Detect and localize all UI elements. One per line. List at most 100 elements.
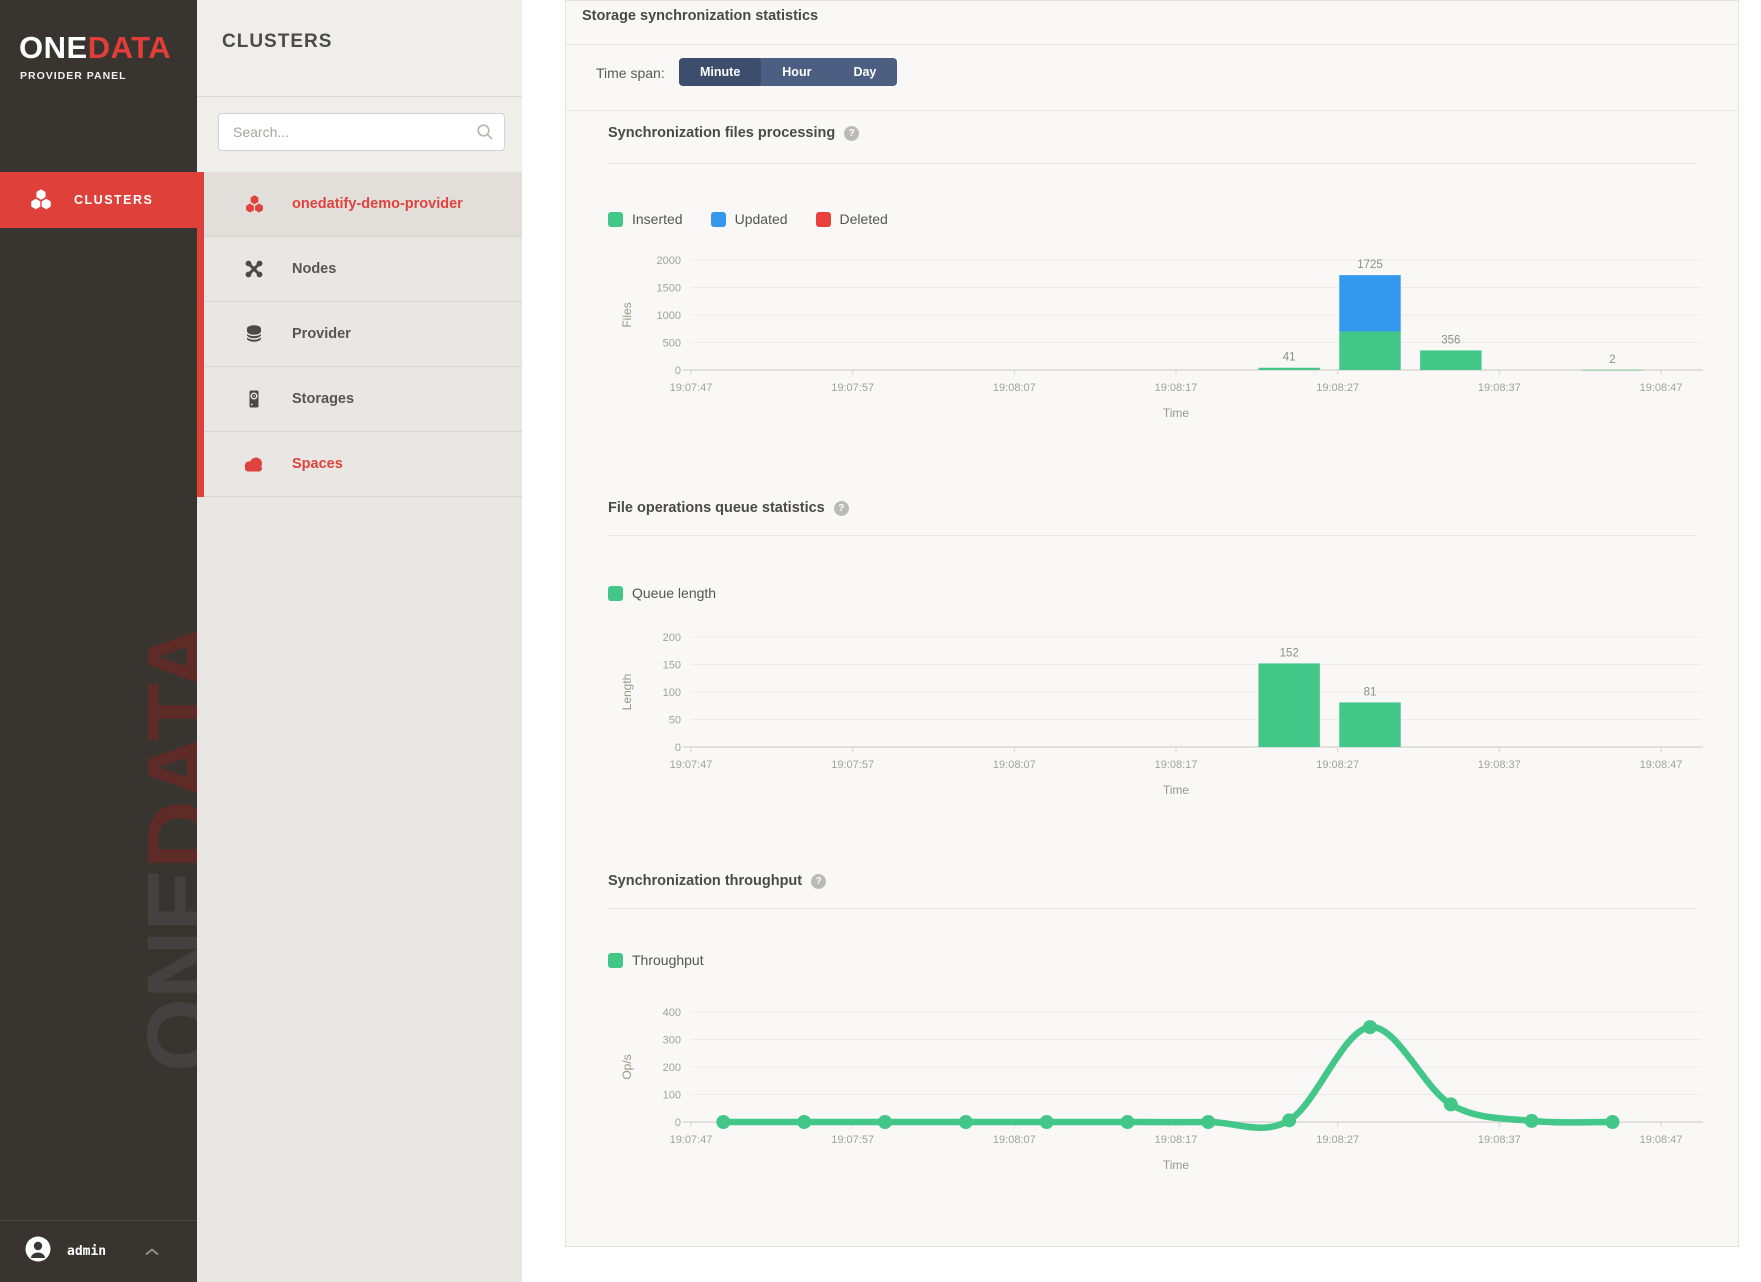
search-input[interactable] <box>218 113 505 151</box>
sidebar-item-provider[interactable]: Provider <box>204 302 522 367</box>
clusters-panel-header: CLUSTERS <box>197 0 522 173</box>
svg-text:Time: Time <box>1163 783 1190 797</box>
legend-item[interactable]: Updated <box>710 211 788 227</box>
svg-text:19:08:07: 19:08:07 <box>993 759 1036 771</box>
time-span-day-button[interactable]: Day <box>832 58 897 86</box>
data-point[interactable] <box>1282 1113 1297 1128</box>
divider <box>608 535 1696 536</box>
data-point[interactable] <box>1443 1097 1458 1112</box>
divider <box>608 163 1696 164</box>
svg-text:Op/s: Op/s <box>620 1054 634 1079</box>
legend-item[interactable]: Deleted <box>815 211 888 227</box>
legend-item[interactable]: Queue length <box>608 585 716 601</box>
svg-text:200: 200 <box>663 1062 681 1074</box>
svg-text:200: 200 <box>663 632 681 644</box>
data-point[interactable] <box>1039 1115 1054 1129</box>
legend-swatch <box>710 211 726 227</box>
sidebar-item-provider-label: Provider <box>292 326 351 342</box>
time-span-minute-button[interactable]: Minute <box>679 58 762 86</box>
svg-text:19:08:17: 19:08:17 <box>1155 382 1198 394</box>
help-icon[interactable]: ? <box>833 500 849 516</box>
svg-text:19:08:37: 19:08:37 <box>1478 759 1521 771</box>
svg-text:1000: 1000 <box>657 310 681 322</box>
sidebar-item-spaces-label: Spaces <box>292 456 343 472</box>
clusters-panel-title: CLUSTERS <box>222 31 333 52</box>
help-icon[interactable]: ? <box>844 125 860 141</box>
sidebar-item-clusters[interactable]: CLUSTERS <box>0 172 197 228</box>
bar-segment[interactable] <box>1420 350 1482 370</box>
legend-label: Deleted <box>839 211 888 227</box>
chart-legend: Inserted Updated Deleted <box>608 211 888 227</box>
cluster-name: onedatify-demo-provider <box>292 196 463 212</box>
data-point[interactable] <box>1363 1020 1377 1035</box>
legend-swatch <box>608 585 623 601</box>
bar-segment[interactable] <box>1258 367 1320 370</box>
svg-text:19:08:27: 19:08:27 <box>1316 1134 1359 1146</box>
time-span-hour-button[interactable]: Hour <box>761 58 832 86</box>
cluster-icon <box>242 194 266 214</box>
svg-text:50: 50 <box>669 715 681 727</box>
sidebar-item-clusters-label: CLUSTERS <box>74 193 154 207</box>
user-name: admin <box>67 1244 107 1259</box>
svg-text:356: 356 <box>1441 334 1460 346</box>
svg-text:Time: Time <box>1163 406 1190 420</box>
chart-legend: Throughput <box>608 952 704 968</box>
bar-segment[interactable] <box>1339 331 1401 371</box>
section-title-throughput: Synchronization throughput ? <box>608 873 827 889</box>
bar-segment[interactable] <box>1339 702 1401 747</box>
legend-swatch <box>815 211 831 227</box>
time-span-toggle: Minute Hour Day <box>679 58 898 86</box>
svg-text:19:08:27: 19:08:27 <box>1316 759 1359 771</box>
data-point[interactable] <box>1120 1115 1135 1129</box>
svg-text:2000: 2000 <box>657 255 681 267</box>
sidebar-item-storages-label: Storages <box>292 391 355 407</box>
bar-segment[interactable] <box>1581 369 1644 371</box>
svg-text:19:08:37: 19:08:37 <box>1478 382 1521 394</box>
bar-segment[interactable] <box>1258 663 1320 747</box>
legend-item[interactable]: Inserted <box>608 211 683 227</box>
data-point[interactable] <box>958 1115 973 1129</box>
hard-drive-icon <box>242 389 266 409</box>
data-point[interactable] <box>1201 1115 1216 1129</box>
line-series <box>720 1023 1616 1131</box>
divider <box>566 44 1738 45</box>
active-section-indicator <box>197 172 204 497</box>
bar-segment[interactable] <box>1339 275 1401 332</box>
divider <box>566 110 1738 111</box>
page-title: Storage synchronization statistics <box>582 8 819 24</box>
cloud-icon <box>242 457 266 472</box>
svg-text:1500: 1500 <box>657 283 681 295</box>
help-icon[interactable]: ? <box>811 873 827 889</box>
svg-text:19:08:47: 19:08:47 <box>1640 759 1683 771</box>
legend-item[interactable]: Throughput <box>608 952 704 968</box>
svg-text:0: 0 <box>675 1117 681 1129</box>
sidebar-item-storages[interactable]: Storages <box>204 367 522 432</box>
svg-text:0: 0 <box>675 365 681 377</box>
svg-text:19:08:47: 19:08:47 <box>1640 382 1683 394</box>
sidebar-item-spaces[interactable]: Spaces <box>204 432 522 497</box>
data-point[interactable] <box>716 1115 731 1129</box>
storage-sync-statistics-card: Storage synchronization statistics Time … <box>565 0 1739 1247</box>
svg-text:400: 400 <box>663 1007 681 1019</box>
data-point[interactable] <box>797 1115 812 1129</box>
svg-text:Time: Time <box>1163 1158 1190 1172</box>
svg-text:19:08:17: 19:08:17 <box>1155 759 1198 771</box>
panel-subtitle: PROVIDER PANEL <box>20 70 127 82</box>
cluster-item-onedatify-demo-provider[interactable]: onedatify-demo-provider <box>204 172 522 237</box>
svg-text:19:08:47: 19:08:47 <box>1640 1134 1683 1146</box>
legend-label: Inserted <box>632 211 683 227</box>
user-menu[interactable]: admin <box>0 1220 197 1282</box>
svg-text:19:08:27: 19:08:27 <box>1316 382 1359 394</box>
svg-text:500: 500 <box>663 338 681 350</box>
svg-text:81: 81 <box>1364 686 1377 698</box>
svg-text:19:07:47: 19:07:47 <box>670 1134 713 1146</box>
chevron-up-icon <box>145 1243 159 1261</box>
data-point[interactable] <box>878 1115 892 1129</box>
sidebar-item-nodes[interactable]: Nodes <box>204 237 522 302</box>
database-icon <box>242 324 266 344</box>
svg-text:19:07:47: 19:07:47 <box>670 759 713 771</box>
svg-text:2: 2 <box>1609 354 1615 366</box>
data-point[interactable] <box>1524 1113 1539 1128</box>
data-point[interactable] <box>1605 1115 1620 1129</box>
